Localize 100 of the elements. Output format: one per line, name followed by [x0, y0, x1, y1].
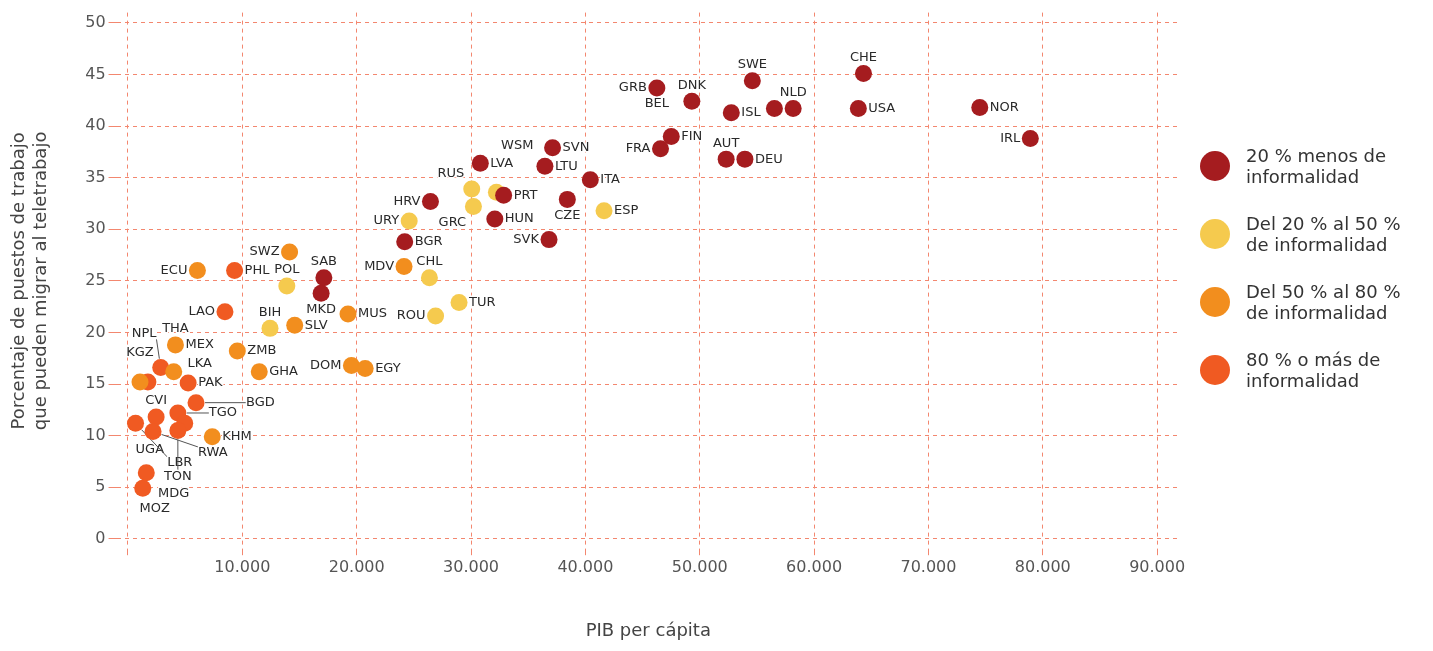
- point: [736, 150, 754, 168]
- annotation: CHE: [849, 48, 878, 64]
- point: [486, 210, 504, 228]
- point: [581, 171, 599, 189]
- annotation: RWA: [198, 444, 228, 460]
- point: [722, 104, 740, 122]
- annotation: GRC: [438, 213, 467, 229]
- annotation: PRT: [513, 186, 538, 202]
- y-tick-label: 45: [85, 63, 106, 83]
- annotation: GHA: [269, 363, 299, 379]
- annotation: POL: [274, 261, 301, 277]
- y-axis-title: Porcentaje de puestos de trabajo que pueden migrar al teletrabajo: [7, 131, 51, 431]
- annotation: BIH: [258, 303, 282, 319]
- annotation: NOR: [989, 98, 1019, 114]
- point: [683, 92, 701, 110]
- x-tick-label: 20.000: [328, 556, 385, 576]
- point: [228, 342, 246, 360]
- annotation: MDG: [157, 484, 190, 500]
- y-tick-label: 15: [85, 373, 106, 393]
- legend-label: 20 % menos de informalidad: [1246, 145, 1388, 187]
- point: [169, 422, 187, 440]
- annotation: BGR: [414, 233, 443, 249]
- legend-label: Del 50 % al 80 % de informalidad: [1246, 281, 1402, 323]
- point: [203, 428, 221, 446]
- x-tick-label: 40.000: [557, 556, 614, 576]
- point: [544, 139, 562, 157]
- annotation: FIN: [681, 127, 703, 143]
- point: [165, 363, 183, 381]
- point: [662, 127, 680, 145]
- annotation: MOZ: [139, 500, 170, 516]
- point: [278, 277, 296, 295]
- legend-label: Del 20 % al 50 % de informalidad: [1246, 213, 1402, 255]
- y-tick-label: 20: [85, 321, 106, 341]
- annotation: UGA: [135, 441, 165, 457]
- legend-label: 80 % o más de informalidad: [1246, 349, 1382, 391]
- annotation: HUN: [504, 210, 534, 226]
- annotation: MKD: [306, 300, 337, 316]
- point: [356, 360, 374, 378]
- y-tick-label: 30: [85, 218, 106, 238]
- annotation: LKA: [187, 354, 213, 370]
- point: [315, 269, 333, 287]
- point: [784, 100, 802, 118]
- annotation: NPL: [131, 324, 158, 340]
- point: [187, 394, 205, 412]
- annotation: NLD: [779, 83, 807, 99]
- annotation: BGD: [246, 394, 275, 410]
- annotation: PAK: [198, 374, 224, 390]
- point: [131, 373, 149, 391]
- point: [281, 243, 299, 261]
- point: [743, 72, 761, 90]
- point: [421, 192, 439, 210]
- point: [427, 307, 445, 325]
- point: [342, 357, 360, 375]
- annotation: LTU: [554, 157, 578, 173]
- point: [137, 464, 155, 482]
- point: [849, 100, 867, 118]
- point: [188, 262, 206, 280]
- point: [652, 140, 670, 158]
- annotation: CZE: [554, 206, 581, 222]
- x-tick-label: 10.000: [214, 556, 271, 576]
- annotation: MUS: [358, 305, 387, 321]
- annotation: ITA: [600, 171, 621, 187]
- point: [144, 423, 162, 441]
- annotation: IRL: [1000, 129, 1022, 145]
- annotation: SWE: [737, 56, 768, 72]
- annotation: BEL: [644, 95, 670, 111]
- point: [216, 303, 234, 321]
- annotation: FRA: [625, 140, 651, 156]
- point: [127, 414, 145, 432]
- annotation: SLV: [304, 316, 328, 332]
- point: [179, 374, 197, 392]
- point: [261, 319, 279, 337]
- annotation: TGO: [207, 404, 238, 420]
- annotation: DOM: [309, 356, 342, 372]
- x-axis-title: PIB per cápita: [585, 618, 711, 640]
- point: [765, 100, 783, 118]
- point: [286, 316, 304, 334]
- point: [971, 99, 989, 117]
- annotation: GRB: [618, 79, 647, 95]
- annotation: EGY: [375, 359, 401, 375]
- point: [558, 190, 576, 208]
- point: [464, 198, 482, 216]
- point: [450, 294, 468, 312]
- point: [420, 269, 438, 287]
- point: [226, 262, 244, 280]
- annotation: MEX: [185, 336, 214, 352]
- x-tick-label: 30.000: [443, 556, 500, 576]
- x-tick-label: 60.000: [786, 556, 843, 576]
- point: [395, 257, 413, 275]
- point: [250, 363, 268, 381]
- annotation: KHM: [222, 428, 252, 444]
- x-tick-label: 70.000: [900, 556, 957, 576]
- y-tick-label: 10: [85, 424, 106, 444]
- annotation: DEU: [754, 150, 783, 166]
- annotation: HRV: [393, 192, 421, 208]
- point: [312, 284, 330, 302]
- x-tick-label: 90.000: [1129, 556, 1186, 576]
- point: [396, 233, 414, 251]
- x-tick-label: 50.000: [671, 556, 728, 576]
- point: [400, 212, 418, 230]
